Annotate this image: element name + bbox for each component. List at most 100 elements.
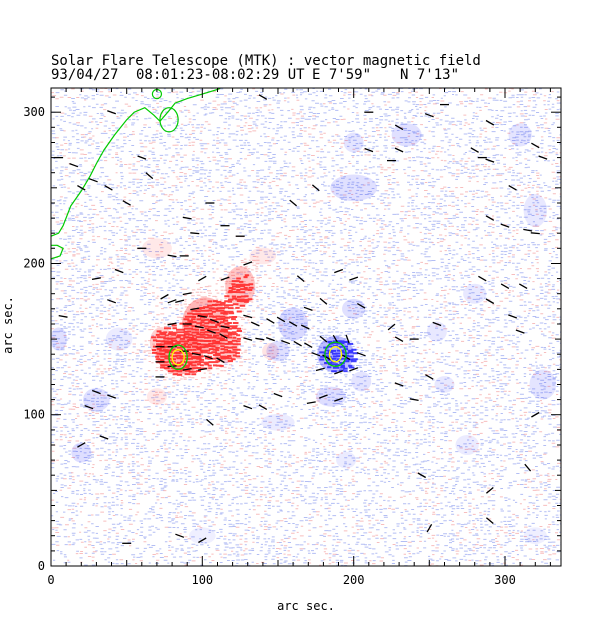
transverse-vector-72 — [349, 276, 359, 281]
transverse-vector-38 — [311, 352, 321, 357]
observation-latitude: N 7'13" — [400, 67, 459, 83]
transverse-vector-86 — [500, 223, 510, 228]
x-tick-label-300: 300 — [494, 573, 516, 587]
positive-region-6 — [249, 247, 277, 265]
transverse-vector-123 — [77, 185, 86, 191]
transverse-vector-9 — [194, 325, 204, 329]
negative-region-16 — [434, 376, 455, 393]
positive-region-8 — [262, 342, 279, 360]
transverse-vector-66 — [91, 277, 101, 281]
x-tick-label-200: 200 — [343, 573, 365, 587]
transverse-vector-118 — [258, 94, 268, 100]
transverse-vector-103 — [91, 389, 101, 395]
positive-region-1 — [182, 297, 229, 351]
transverse-vector-46 — [334, 397, 344, 402]
transverse-vector-60 — [122, 200, 131, 206]
positive-field-strong — [151, 274, 254, 376]
negative-region-10 — [391, 123, 422, 147]
observation-time: 08:01:23-08:02:29 UT — [136, 67, 305, 83]
transverse-vector-91 — [478, 275, 487, 282]
transverse-vector-124 — [58, 314, 68, 318]
negative-region-23 — [523, 527, 547, 545]
figure-title: Solar Flare Telescope (MTK) : vector mag… — [51, 53, 481, 69]
transverse-vector-101 — [243, 404, 253, 410]
y-tick-label-100: 100 — [23, 408, 45, 422]
transverse-vector-7 — [167, 322, 177, 326]
transverse-vector-26 — [276, 316, 286, 323]
sunspot-contour-2 — [324, 341, 347, 367]
transverse-vector-52 — [190, 232, 200, 235]
transverse-vector-25 — [266, 318, 275, 324]
transverse-vector-55 — [167, 254, 177, 258]
transverse-vector-15 — [191, 352, 201, 356]
transverse-vector-32 — [281, 339, 291, 345]
plot-area — [51, 88, 561, 566]
transverse-vector-21 — [197, 367, 207, 371]
transverse-vector-48 — [273, 392, 283, 398]
transverse-vector-115 — [175, 533, 185, 538]
sunspot-contour-1 — [171, 349, 185, 366]
transverse-vector-98 — [394, 382, 404, 387]
axis-ticks — [50, 88, 561, 567]
transverse-vector-92 — [500, 283, 510, 289]
transverse-vector-94 — [518, 283, 528, 289]
transverse-vector-35 — [319, 335, 328, 343]
negative-region-9 — [330, 174, 377, 202]
transverse-vector-23 — [243, 314, 253, 319]
y-axis-label: arc sec. — [1, 296, 15, 354]
transverse-vector-129 — [243, 261, 253, 266]
transverse-vector-73 — [356, 303, 366, 309]
transverse-vector-110 — [524, 463, 532, 472]
transverse-vector-63 — [220, 276, 230, 281]
transverse-vector-81 — [470, 147, 479, 153]
positive-region-0 — [156, 334, 203, 375]
transverse-vector-10 — [206, 329, 216, 334]
negative-region-5 — [351, 371, 372, 392]
transverse-vector-74 — [394, 336, 404, 342]
transverse-vector-79 — [394, 147, 404, 153]
transverse-vector-107 — [99, 435, 109, 440]
negative-region-22 — [189, 527, 216, 545]
transverse-vector-50 — [137, 155, 147, 160]
transverse-vector-95 — [508, 314, 518, 319]
x-tick-label-0: 0 — [47, 573, 54, 587]
transverse-vector-28 — [300, 324, 310, 330]
transverse-vector-47 — [306, 401, 316, 405]
limb-contour-island-0 — [159, 107, 179, 133]
negative-region-6 — [83, 387, 110, 412]
transverse-vector-116 — [107, 110, 117, 115]
transverse-vector-109 — [485, 487, 494, 494]
transverse-vector-64 — [182, 292, 192, 296]
transverse-vector-17 — [216, 357, 225, 364]
transverse-vector-76 — [387, 323, 396, 331]
negative-region-0 — [317, 335, 354, 373]
observation-date: 93/04/27 — [51, 67, 118, 83]
negative-region-11 — [343, 132, 364, 153]
observation-longitude: E 7'59" — [312, 67, 371, 83]
transverse-vector-43 — [334, 370, 344, 375]
transverse-vector-11 — [219, 333, 228, 339]
transverse-vector-65 — [114, 268, 124, 274]
transverse-vector-24 — [250, 321, 260, 327]
negative-region-12 — [508, 123, 532, 147]
limb-contour — [51, 88, 221, 237]
transverse-vector-71 — [334, 268, 344, 274]
transverse-vector-27 — [288, 321, 298, 327]
transverse-vector-128 — [296, 275, 305, 282]
transverse-vector-42 — [315, 367, 325, 372]
transverse-vector-16 — [203, 355, 213, 360]
negative-region-8 — [51, 327, 67, 351]
x-axis-label: arc sec. — [277, 599, 335, 613]
transverse-vector-84 — [508, 185, 517, 191]
transverse-vector-108 — [417, 472, 427, 479]
transverse-vector-112 — [485, 517, 494, 524]
positive-field-faint — [51, 88, 561, 566]
transverse-vector-29 — [243, 337, 253, 341]
transverse-vector-34 — [304, 342, 313, 348]
positive-region-3 — [225, 266, 256, 307]
transverse-vector-49 — [258, 404, 268, 410]
negative-region-21 — [455, 435, 479, 455]
transverse-vector-131 — [319, 297, 328, 305]
negative-region-3 — [315, 386, 346, 407]
